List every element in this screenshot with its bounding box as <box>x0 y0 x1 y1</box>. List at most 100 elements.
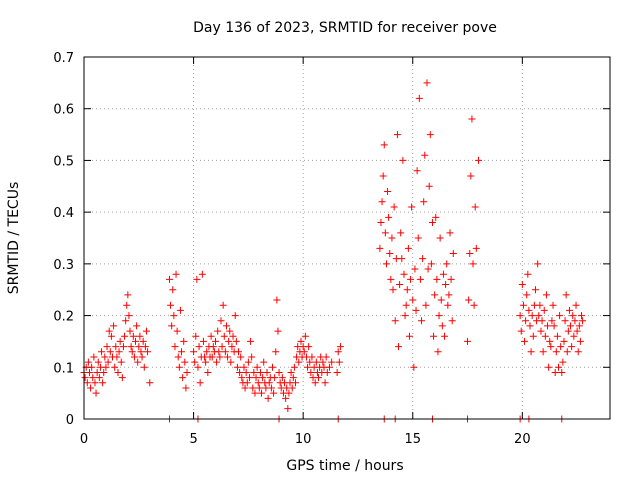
data-point <box>333 368 341 376</box>
data-point <box>578 312 586 320</box>
data-point <box>81 374 89 382</box>
data-point <box>116 337 124 345</box>
data-point <box>519 301 527 309</box>
data-point <box>129 332 137 340</box>
data-point <box>443 260 451 268</box>
data-point <box>238 374 246 382</box>
data-point <box>194 363 202 371</box>
data-point <box>222 322 230 330</box>
data-point <box>83 379 91 387</box>
data-point <box>113 353 121 361</box>
data-point <box>568 343 576 351</box>
data-point <box>565 306 573 314</box>
data-point <box>576 337 584 345</box>
data-point <box>84 358 92 366</box>
data-point <box>264 394 272 402</box>
data-point <box>290 363 298 371</box>
data-point <box>446 229 454 237</box>
data-point <box>418 317 426 325</box>
data-point <box>541 332 549 340</box>
data-point <box>93 368 101 376</box>
data-point <box>274 327 282 335</box>
data-point <box>204 368 212 376</box>
data-point <box>106 348 114 356</box>
data-point <box>220 332 228 340</box>
data-point <box>390 203 398 211</box>
data-point <box>112 343 120 351</box>
data-point <box>575 322 583 330</box>
data-point <box>403 286 411 294</box>
data-point <box>472 244 480 252</box>
data-point <box>399 156 407 164</box>
data-point <box>570 332 578 340</box>
data-point <box>207 332 215 340</box>
data-point <box>144 348 152 356</box>
data-point <box>241 384 249 392</box>
data-point <box>402 301 410 309</box>
data-point <box>381 229 389 237</box>
data-point <box>385 213 393 221</box>
data-point <box>227 358 235 366</box>
data-point <box>574 348 582 356</box>
data-point <box>336 343 344 351</box>
data-point <box>561 317 569 325</box>
data-point <box>441 332 449 340</box>
data-point <box>98 348 106 356</box>
data-point <box>231 312 239 320</box>
data-point <box>546 337 554 345</box>
data-point <box>413 167 421 175</box>
data-point <box>579 317 587 325</box>
data-point <box>396 281 404 289</box>
data-point <box>253 363 261 371</box>
data-point <box>387 275 395 283</box>
data-point <box>549 301 557 309</box>
data-point <box>278 374 286 382</box>
data-point <box>85 368 93 376</box>
data-point <box>466 250 474 258</box>
data-point <box>409 296 417 304</box>
x-tick-label: 15 <box>404 432 421 447</box>
data-point <box>325 363 333 371</box>
data-point <box>305 343 313 351</box>
data-point <box>183 368 191 376</box>
data-point <box>275 368 283 376</box>
data-point <box>551 368 559 376</box>
data-point <box>218 343 226 351</box>
data-point <box>178 348 186 356</box>
data-point <box>526 322 534 330</box>
data-point <box>428 218 436 226</box>
data-point <box>288 384 296 392</box>
y-tick-label: 0.6 <box>53 103 74 118</box>
data-point <box>94 358 102 366</box>
data-point <box>426 131 434 139</box>
data-point <box>306 358 314 366</box>
data-point <box>468 115 476 123</box>
data-point <box>475 156 482 164</box>
data-point <box>128 348 136 356</box>
data-point <box>529 332 537 340</box>
data-point <box>287 368 295 376</box>
data-point <box>90 353 98 361</box>
data-point <box>289 374 297 382</box>
data-point <box>135 343 143 351</box>
data-point <box>391 317 399 325</box>
data-point <box>563 348 571 356</box>
data-point <box>545 363 553 371</box>
data-point <box>407 275 415 283</box>
data-point <box>282 394 290 402</box>
data-point <box>260 358 268 366</box>
data-point <box>572 301 580 309</box>
data-point <box>312 358 320 366</box>
data-point <box>130 353 138 361</box>
data-point <box>95 374 103 382</box>
data-point <box>393 131 401 139</box>
data-point <box>431 291 439 299</box>
data-point <box>88 363 96 371</box>
data-point <box>523 291 531 299</box>
data-point <box>169 286 177 294</box>
data-point <box>190 348 198 356</box>
y-tick-label: 0.5 <box>53 154 74 169</box>
data-point <box>564 327 572 335</box>
data-point <box>445 291 453 299</box>
data-point <box>140 363 148 371</box>
